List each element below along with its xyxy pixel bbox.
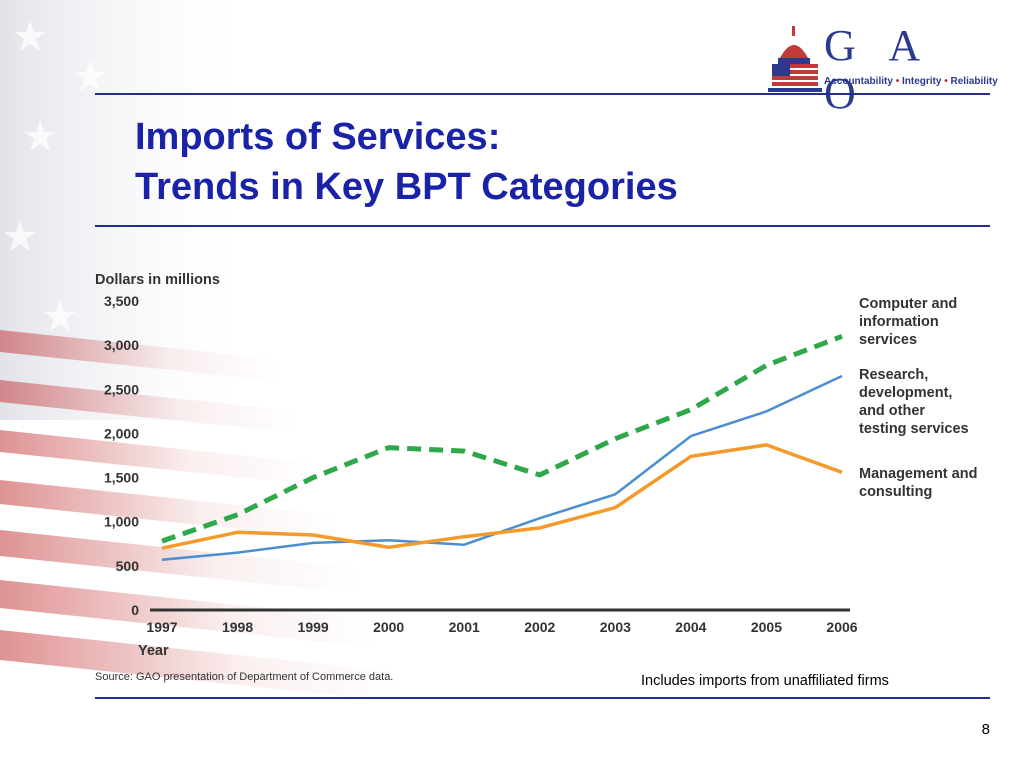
y-tick-label: 500 [116,558,140,574]
y-tick-label: 2,000 [104,425,139,441]
page-number: 8 [981,721,990,738]
x-tick-label: 2003 [600,619,631,635]
logo-tagline: Accountability • Integrity • Reliability [824,76,998,87]
bottom-rule [95,697,990,699]
y-tick-label: 3,000 [104,337,139,353]
x-tick-label: 1998 [222,619,253,635]
legend-label: development, [859,385,952,401]
x-tick-label: 2006 [826,619,857,635]
tagline-word: Integrity [901,76,942,87]
legend-label: consulting [859,484,932,500]
capitol-dome-icon [768,26,822,92]
tagline-separator: • [895,76,900,87]
legend-label: Computer and [859,296,957,312]
title-rule [95,225,990,227]
chart-source: Source: GAO presentation of Department o… [95,671,393,683]
y-tick-label: 3,500 [104,293,139,309]
y-axis-title: Dollars in millions [95,272,220,288]
legend-label: information [859,314,939,330]
y-tick-label: 2,500 [104,381,139,397]
x-tick-label: 1997 [146,619,177,635]
x-tick-label: 2005 [751,619,782,635]
y-tick-label: 1,500 [104,470,139,486]
title-line-2: Trends in Key BPT Categories [135,166,678,208]
legend-label: and other [859,403,925,419]
series-line-2 [161,443,843,550]
y-tick-label: 1,000 [104,514,139,530]
tagline-word: Accountability [824,76,893,87]
x-tick-label: 2000 [373,619,404,635]
top-rule [95,93,990,95]
slide-title: Imports of Services: Trends in Key BPT C… [135,112,678,212]
tagline-separator: • [944,76,948,87]
title-line-1: Imports of Services: [135,116,501,158]
x-tick-label: 2004 [675,619,706,635]
footnote: Includes imports from unaffiliated firms [641,673,889,689]
series-line-0 [161,333,843,544]
legend-label: services [859,332,917,348]
legend-label: Management and [859,466,977,482]
x-axis-title: Year [138,643,169,659]
x-tick-label: 2002 [524,619,555,635]
y-tick-label: 0 [131,602,139,618]
tagline-word: Reliability [950,76,998,87]
legend-label: testing services [859,421,969,437]
legend-label: Research, [859,367,928,383]
x-tick-label: 2001 [449,619,480,635]
x-tick-label: 1999 [298,619,329,635]
